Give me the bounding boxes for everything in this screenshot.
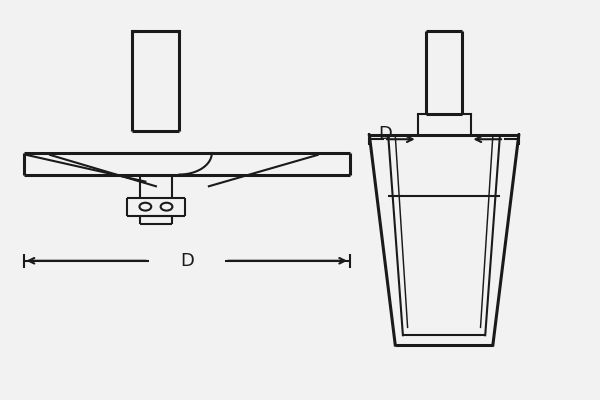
Text: D: D	[379, 125, 392, 143]
Text: D: D	[180, 252, 194, 270]
